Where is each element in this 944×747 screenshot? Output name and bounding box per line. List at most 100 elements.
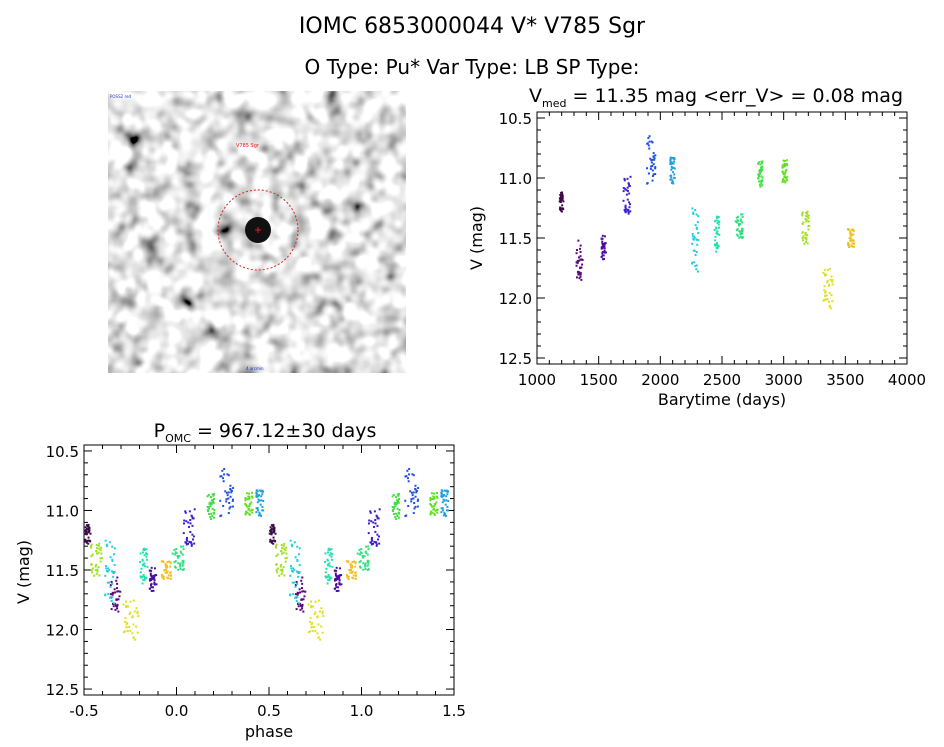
- phased-point: [375, 541, 378, 544]
- phased-point: [441, 501, 444, 504]
- light-curve-point: [804, 231, 807, 234]
- light-curve-point: [757, 176, 760, 179]
- light-curve-point: [670, 165, 673, 168]
- light-curve-point: [783, 165, 786, 168]
- phased-ytick-label: 12.0: [46, 622, 79, 640]
- phased-point: [270, 531, 273, 534]
- phased-point: [366, 564, 369, 567]
- phased-point: [174, 551, 177, 554]
- phased-point: [367, 545, 370, 548]
- phased-point: [301, 607, 304, 610]
- phased-point: [370, 538, 373, 541]
- phased-point: [90, 546, 93, 549]
- light-curve-point: [785, 179, 788, 182]
- phased-point: [280, 547, 283, 550]
- light-curve-point: [673, 167, 676, 170]
- phased-point: [297, 602, 300, 605]
- phased-point: [409, 490, 412, 493]
- light-curve-point: [781, 166, 784, 169]
- light-curve-point: [831, 283, 834, 286]
- phased-point: [139, 571, 142, 574]
- phased-point: [358, 553, 361, 556]
- phased-point: [246, 511, 249, 514]
- phased-point: [292, 567, 295, 570]
- phased-point: [185, 520, 188, 523]
- phased-point: [396, 499, 399, 502]
- phased-point: [335, 566, 338, 569]
- phased-point: [328, 547, 331, 550]
- light-curve-point: [803, 242, 806, 245]
- phased-point: [124, 620, 127, 623]
- light-curve-point: [694, 254, 697, 257]
- phased-point: [211, 514, 214, 517]
- light-curve-point: [831, 300, 834, 303]
- light-curve-point: [624, 187, 627, 190]
- phased-point: [369, 510, 372, 513]
- phased-point: [209, 501, 212, 504]
- phased-point: [317, 623, 320, 626]
- light-curve-point: [647, 144, 650, 147]
- phased-point: [408, 473, 411, 476]
- light-curve-point: [741, 215, 744, 218]
- light-curve-point: [741, 228, 744, 231]
- phased-point: [257, 514, 260, 517]
- phased-point: [255, 511, 258, 514]
- light-curve-point: [691, 235, 694, 238]
- light-curve-point: [694, 265, 697, 268]
- phased-point: [212, 499, 215, 502]
- phased-point: [126, 629, 129, 632]
- phased-point: [141, 551, 144, 554]
- phased-point: [311, 622, 314, 625]
- phased-point: [213, 498, 216, 501]
- light-curve-point: [849, 232, 852, 235]
- phased-point: [433, 495, 436, 498]
- phased-point: [310, 600, 313, 603]
- light-curve-point: [848, 243, 851, 246]
- light-curve-point: [715, 231, 718, 234]
- phased-point: [180, 545, 183, 548]
- phased-point: [394, 501, 397, 504]
- phased-point: [397, 511, 400, 514]
- light-curve-point: [695, 264, 698, 267]
- light-curve-point: [697, 239, 700, 242]
- phased-point: [128, 626, 131, 629]
- phased-point: [181, 559, 184, 562]
- phased-point: [141, 564, 144, 567]
- light-curve-point: [561, 196, 564, 199]
- phased-point: [161, 573, 164, 576]
- light-curve-point: [669, 162, 672, 165]
- phased-point: [392, 493, 395, 496]
- phased-point: [434, 509, 437, 512]
- light-curve-point: [602, 243, 605, 246]
- light-curve-point: [804, 237, 807, 240]
- phased-point: [93, 574, 96, 577]
- phased-point: [116, 582, 119, 585]
- light-curve-point: [601, 245, 604, 248]
- phased-point: [115, 587, 118, 590]
- phased-point: [417, 487, 420, 490]
- light-curve-point: [825, 294, 828, 297]
- light-curve-point: [672, 182, 675, 185]
- phased-point: [191, 533, 194, 536]
- phased-point: [184, 510, 187, 513]
- phased-point: [275, 543, 278, 546]
- phased-point: [179, 550, 182, 553]
- light-curve-point: [826, 281, 829, 284]
- phased-point: [169, 577, 172, 580]
- phased-point: [145, 576, 148, 579]
- phased-point: [440, 495, 443, 498]
- phased-point: [397, 499, 400, 502]
- phased-point: [326, 559, 329, 562]
- phased-point: [271, 525, 274, 528]
- phased-point: [124, 616, 127, 619]
- phased-point: [367, 532, 370, 535]
- light-curve-point: [693, 249, 696, 252]
- light-curve-point: [782, 173, 785, 176]
- phased-point: [193, 542, 196, 545]
- phased-point: [207, 510, 210, 513]
- phased-point: [251, 496, 254, 499]
- light-curve-point: [852, 245, 855, 248]
- phased-point: [370, 536, 373, 539]
- phased-point: [256, 501, 259, 504]
- phased-point: [150, 582, 153, 585]
